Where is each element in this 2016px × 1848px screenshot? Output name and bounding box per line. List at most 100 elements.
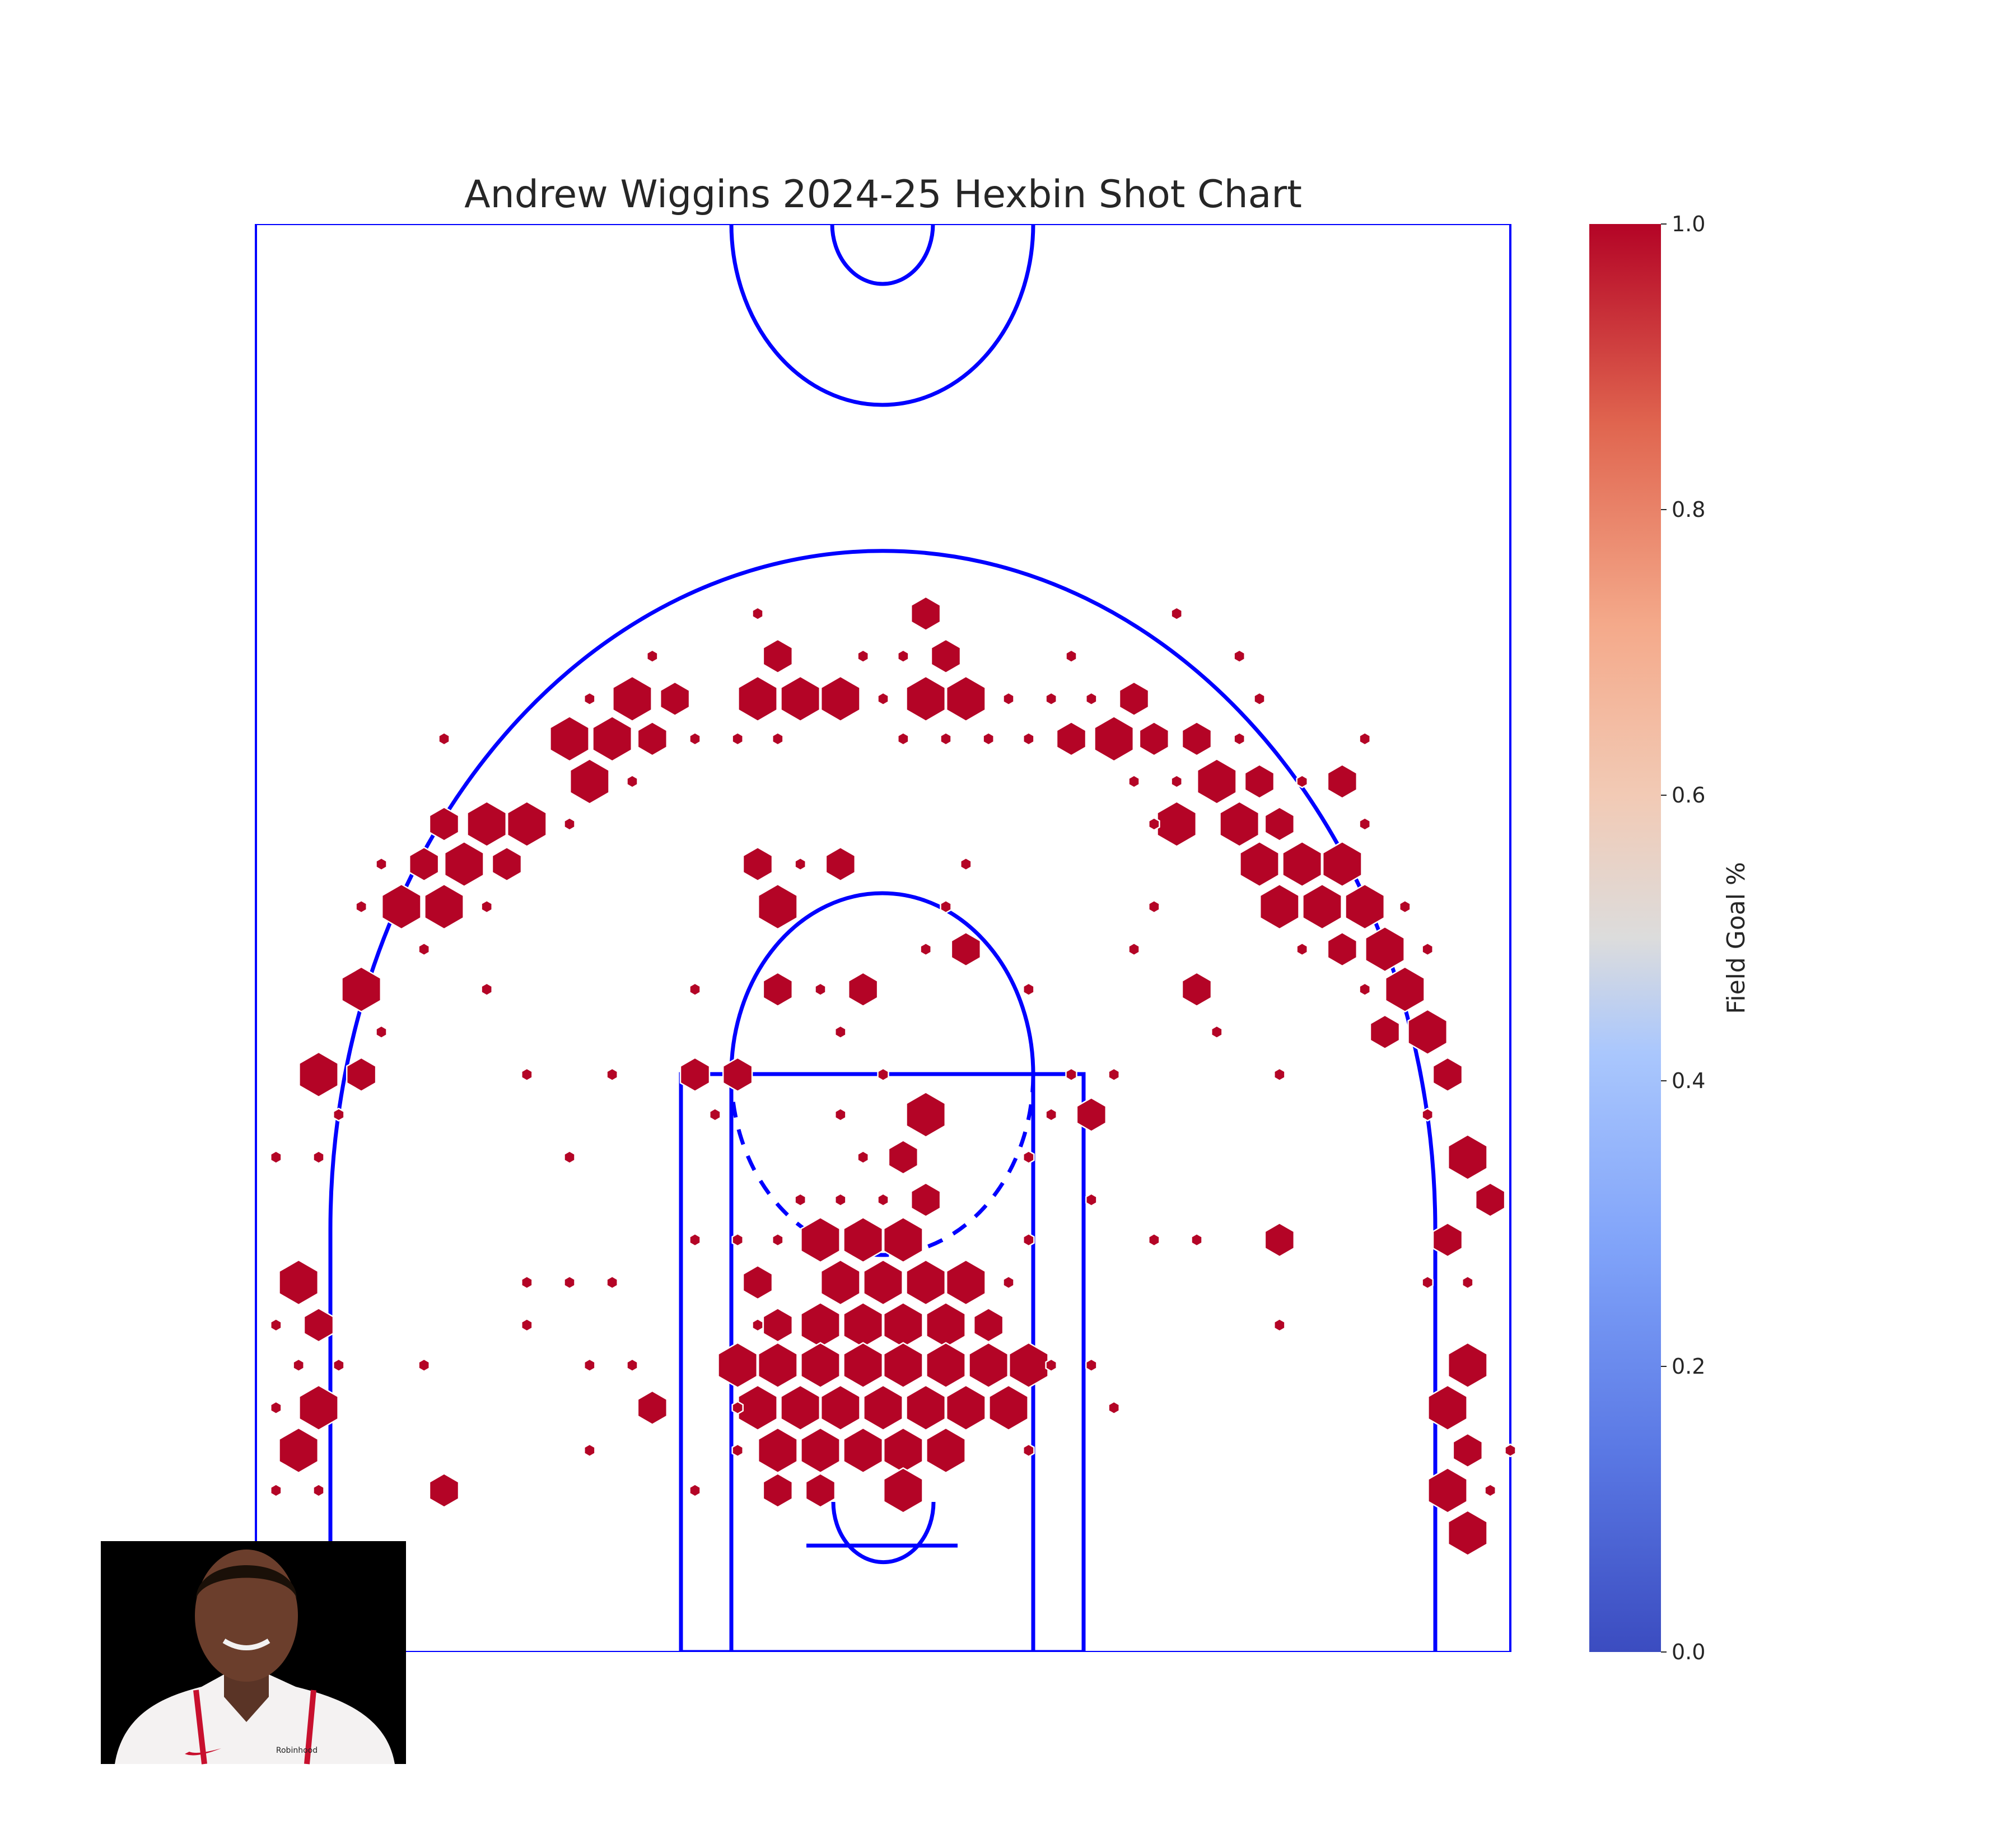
hexbin-cell [606,1275,618,1290]
swoosh-logo [185,1748,221,1756]
hexbin-cell [883,1216,923,1263]
hexbin-cell [825,846,856,882]
hexbin-cell [278,1427,319,1474]
hexbin-cell [1094,715,1135,762]
hexbin-cell [1045,1358,1057,1373]
hexbin-cell [292,1358,305,1373]
hexbin-cell [1259,883,1300,930]
hexbin-cell [278,1259,319,1306]
hexbin-cell [757,1427,798,1474]
hexbin-cell [1239,841,1280,888]
hexbin-cell [1327,763,1358,799]
hexbin-cell [717,1342,758,1389]
hexbin-cell [960,857,972,871]
hexbin-cell [1365,926,1405,973]
hexbin-cell [772,731,784,746]
hexbin-cell [612,675,652,722]
hexbin-cell [1421,1275,1434,1290]
hexbin-cell [1302,883,1342,930]
player-smile [222,1639,270,1650]
hexbin-cell [1008,1342,1049,1389]
colorbar-tick-label: 1.0 [1672,212,1705,236]
hexbin-cell [1196,758,1237,805]
hexbin-cell [800,1427,841,1474]
colorbar-tick-label: 0.2 [1672,1354,1705,1379]
hexbin-cell [689,731,701,746]
hexbin-cell [1359,816,1371,831]
hexbin-cell [1407,1009,1448,1056]
restricted-area-arc [831,1501,936,1565]
hexbin-cell [762,1307,794,1343]
hexbin-cell [1432,1057,1463,1093]
hexbin-cell [1432,1222,1463,1258]
colorbar-ticks: 0.0 0.2 0.4 0.6 0.8 1.0 [1661,212,1705,1664]
hexbin-cell [444,841,484,888]
hexbin-cell [988,1384,1029,1431]
hexbin-cell [950,931,982,967]
hexbin-cell [1170,606,1183,621]
hexbin-cell [757,1342,798,1389]
hexbin-cell [563,1275,576,1290]
hexbin-cell [1504,1443,1516,1458]
hexbin-cell [877,692,889,706]
hexbin-cell [480,899,493,914]
colorbar: 0.0 0.2 0.4 0.6 0.8 1.0 Field Goal % [1589,212,1751,1664]
hexbin-cell [757,883,798,930]
hexbin-cell [877,1193,889,1207]
hexbin-cell [303,1307,334,1343]
hexbin-cell [1447,1342,1488,1389]
hexbin-cell [1327,931,1358,967]
hexbin-cell [563,816,576,831]
player-head [195,1550,298,1682]
hexbin-cell [1148,899,1160,914]
hexbin-cell [1273,1318,1286,1332]
hexbin-cell [910,1182,941,1217]
hexbin-cell [820,675,861,722]
hexbin-cell [738,1384,778,1431]
hexbin-cell [1447,1510,1488,1556]
hexbin-cell [843,1301,884,1348]
hexbin-cell [1264,806,1295,842]
colorbar-tick-label: 0.0 [1672,1640,1705,1664]
hexbin-cell [1296,942,1308,956]
hexbin-cell [1023,1443,1035,1458]
hexbin-cell [689,982,701,997]
hexbin-cell [333,1107,345,1122]
hexbin-cell [780,675,821,722]
hexbin-cell [945,675,986,722]
hexbin-cell [780,1384,821,1431]
hexbin-cell [491,846,522,882]
hexbin-cell [1128,774,1140,788]
hexbin-cell [312,1483,325,1497]
hexbin-cell [897,649,909,664]
hexbin-cell [1264,1222,1295,1258]
hexbin-cell [883,1342,923,1389]
hexbin-cell [968,1342,1009,1389]
center-court-outer-arc [729,224,1035,407]
hexbin-cell [298,1051,339,1098]
hexbin-cell [843,1342,884,1389]
hexbin-cell [480,982,493,997]
hexbin-cell [270,1401,282,1415]
hexbin-cell [1045,1107,1057,1122]
hexbin-cell [1118,681,1150,717]
hexbin-cell [1128,942,1140,956]
jersey-sponsor-text: Robinhood [276,1746,318,1755]
hexbin-cell [563,1150,576,1164]
hexbin-cell [606,1067,618,1082]
hexbin-cell [270,1483,282,1497]
hexbin-cell [877,1067,889,1082]
hexbin-cell [883,1427,923,1474]
hexbin-cell [270,1318,282,1332]
hexbin-cell [731,1401,744,1415]
hexbin-cell [1065,1067,1077,1082]
hexbin-cell [646,649,659,664]
hexbin-cell [800,1216,841,1263]
hexbin-cell [883,1467,923,1514]
hexbin-cell [857,649,869,664]
hexbin-cell [1427,1384,1468,1431]
hexbin-cell [381,883,422,930]
hexbin-cell [1421,1107,1434,1122]
hexbin-cell [355,899,367,914]
hexbin-cell [762,638,794,674]
